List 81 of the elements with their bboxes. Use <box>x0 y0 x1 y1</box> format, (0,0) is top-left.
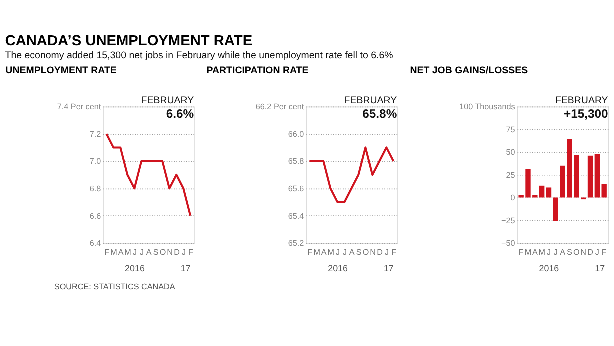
bar <box>553 198 559 222</box>
y-tick-label: 66.0 <box>288 130 305 139</box>
x-tick-label: J <box>595 248 600 257</box>
x-tick-label: F <box>518 248 524 257</box>
y-tick-label: 7.4 Per cent <box>57 102 102 112</box>
x-tick-label: J <box>336 248 340 257</box>
bar <box>546 188 552 198</box>
x-tick-label: N <box>370 248 376 257</box>
text: FEBRUARY <box>141 96 195 107</box>
text: 2016 <box>539 264 560 274</box>
y-tick-label: 0 <box>510 194 516 203</box>
text: 17 <box>384 264 394 274</box>
y-tick-label: 65.2 <box>288 239 305 248</box>
x-tick-label: S <box>356 248 362 257</box>
x-tick-label: D <box>377 248 384 257</box>
x-tick-label: A <box>118 248 124 257</box>
y-tick-label: 50 <box>506 148 516 158</box>
x-tick-label: A <box>560 248 566 257</box>
line-series <box>308 146 395 204</box>
x-tick-label: J <box>343 248 348 257</box>
x-tick-label: J <box>182 248 186 257</box>
text: FEBRUARY <box>555 96 609 107</box>
line-series <box>106 133 192 217</box>
chart-title: NET JOB GAINS/LOSSES <box>410 65 529 76</box>
x-tick-label: F <box>602 248 607 257</box>
x-tick-label: D <box>174 248 180 257</box>
x-tick-label: N <box>167 248 174 257</box>
text: 2016 <box>125 264 145 274</box>
annotation: 65.8% <box>362 107 398 122</box>
x-tick-label: J <box>385 248 390 257</box>
x-tick-label: M <box>124 248 132 257</box>
x-tick-label: D <box>588 248 594 257</box>
x-tick-label: J <box>546 248 552 257</box>
text: 17 <box>595 264 606 274</box>
annotation: +15,300 <box>564 107 609 122</box>
y-tick-label: 65.8 <box>288 157 305 166</box>
y-tick-label: 65.4 <box>288 212 305 221</box>
x-tick-label: O <box>574 248 580 257</box>
y-tick-label: 66.2 Per cent <box>256 102 305 112</box>
x-tick-label: J <box>140 248 144 257</box>
x-tick-label: M <box>538 248 546 257</box>
text: 2016 <box>328 264 348 274</box>
x-tick-label: M <box>524 248 532 257</box>
text: FEBRUARY <box>344 96 398 107</box>
x-tick-label: J <box>133 248 138 257</box>
y-tick-label: 7.2 <box>90 130 102 139</box>
x-tick-label: M <box>314 248 321 257</box>
y-tick-label: 6.4 <box>90 239 102 248</box>
bar <box>588 156 594 198</box>
x-tick-label: O <box>362 248 370 257</box>
y-tick-label: −25 <box>502 216 516 226</box>
x-tick-label: N <box>580 248 587 257</box>
chart-title: PARTICIPATION RATE <box>206 65 310 76</box>
y-tick-label: 25 <box>506 170 516 180</box>
y-tick-label: −50 <box>502 239 516 248</box>
x-tick-label: A <box>532 248 538 257</box>
source-note: SOURCE: STATISTICS CANADA <box>54 282 176 292</box>
x-tick-label: F <box>188 248 194 257</box>
annotation: 6.6% <box>166 107 194 122</box>
y-tick-label: 6.8 <box>90 184 102 194</box>
y-tick-label: 7.0 <box>90 157 102 166</box>
x-tick-label: F <box>104 248 110 257</box>
x-tick-label: A <box>146 248 152 257</box>
y-tick-label: 75 <box>506 125 516 134</box>
x-tick-label: O <box>160 248 166 257</box>
x-tick-label: A <box>349 248 356 257</box>
y-tick-label: 65.6 <box>288 184 305 194</box>
chart-title: UNEMPLOYMENT RATE <box>6 65 118 76</box>
x-tick-label: F <box>308 248 313 257</box>
text: CANADA’S UNEMPLOYMENT RATE <box>5 33 253 50</box>
x-tick-label: S <box>567 248 574 257</box>
x-tick-label: M <box>110 248 118 257</box>
x-tick-label: M <box>328 248 335 257</box>
text: 17 <box>180 264 191 274</box>
x-tick-label: S <box>153 248 160 257</box>
x-tick-label: A <box>321 248 328 257</box>
x-tick-label: F <box>392 248 397 257</box>
y-tick-label: 6.6 <box>90 212 102 221</box>
x-tick-label: J <box>554 248 558 257</box>
text: The economy added 15,300 net jobs in February while the unemployment rate fell to 6.6% <box>5 50 394 62</box>
y-tick-label: 100 Thousands <box>460 102 516 112</box>
